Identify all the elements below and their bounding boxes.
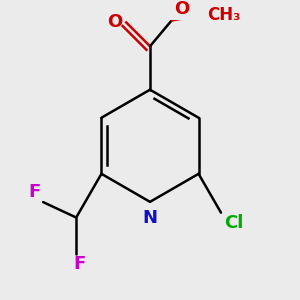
Text: O: O — [107, 14, 122, 32]
Text: CH₃: CH₃ — [208, 6, 241, 24]
Text: F: F — [28, 183, 40, 201]
Text: N: N — [142, 209, 158, 227]
Text: O: O — [174, 0, 190, 18]
Text: F: F — [73, 255, 85, 273]
Text: Cl: Cl — [224, 214, 243, 232]
